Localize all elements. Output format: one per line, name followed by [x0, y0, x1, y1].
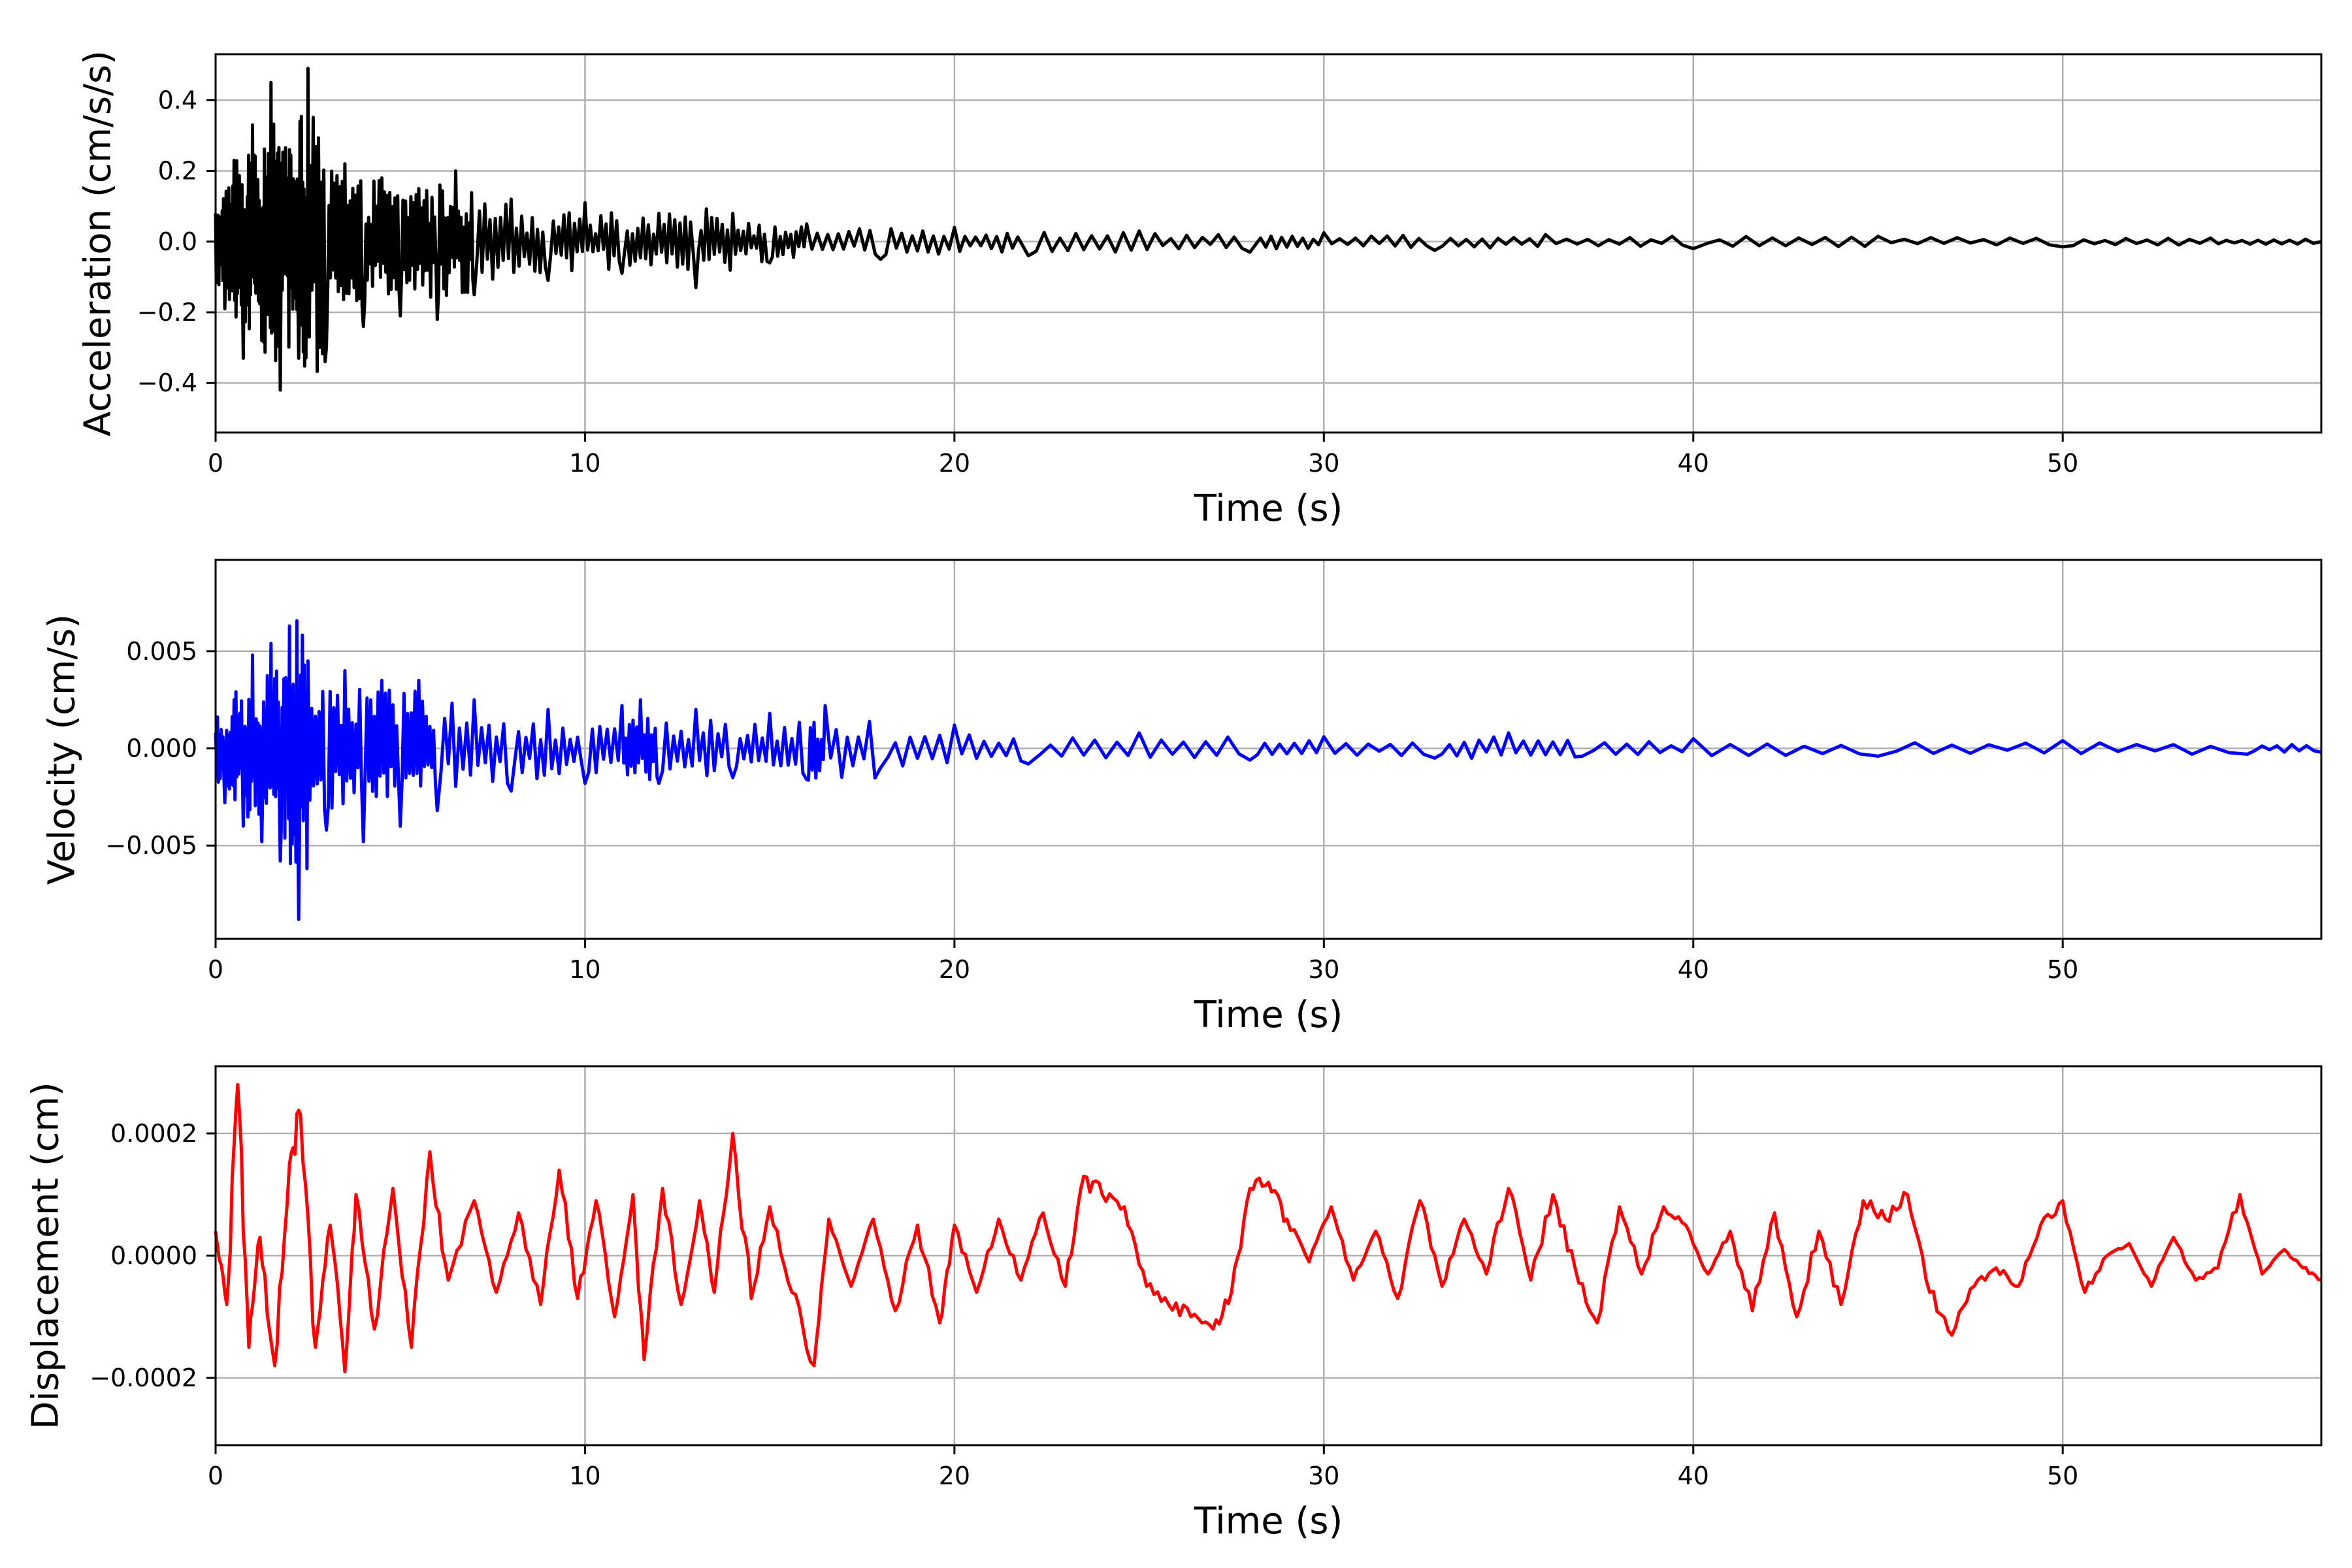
displacement-x-tick-label: 0 [208, 1462, 223, 1490]
velocity-x-tick-label: 50 [2047, 955, 2078, 984]
velocity-x-tick-label: 10 [569, 955, 600, 984]
displacement-series-line [214, 1083, 2322, 1374]
displacement-x-axis-label: Time (s) [1194, 1500, 1343, 1543]
acceleration-y-tick-label: 0.0 [158, 227, 197, 256]
velocity-series-line [214, 619, 2322, 921]
velocity-y-axis-label: Velocity (cm/s) [41, 614, 84, 885]
acceleration-y-tick-label: −0.4 [137, 368, 197, 397]
acceleration-x-tick-label: 30 [1308, 449, 1339, 478]
velocity-subplot: 0 10 20 30 40 50 −0.005 0.000 0.005 Time (s) Vel… [41, 559, 2323, 1036]
acceleration-y-tick-label: 0.4 [158, 86, 197, 114]
displacement-x-tick-label: 30 [1308, 1462, 1339, 1490]
velocity-x-axis-label: Time (s) [1194, 994, 1343, 1036]
velocity-x-tick-label: 20 [939, 955, 970, 984]
displacement-x-tick-label: 50 [2047, 1462, 2078, 1490]
displacement-x-tick-label: 40 [1678, 1462, 1709, 1490]
acceleration-plot-frame [214, 53, 2323, 434]
displacement-y-tick-label: 0.0002 [110, 1119, 197, 1148]
acceleration-x-tick-label: 20 [939, 449, 970, 478]
velocity-y-tick-label: −0.005 [105, 831, 197, 860]
acceleration-x-tick-label: 50 [2047, 449, 2078, 478]
acceleration-x-tick-label: 0 [208, 449, 223, 478]
displacement-y-tick-label: −0.0002 [90, 1364, 197, 1392]
acceleration-y-tick-label: 0.2 [158, 157, 197, 186]
acceleration-y-axis-label: Acceleration (cm/s/s) [77, 50, 120, 436]
acceleration-x-tick-label: 10 [569, 449, 600, 478]
velocity-x-tick-label: 30 [1308, 955, 1339, 984]
displacement-y-axis-label: Displacement (cm) [25, 1082, 67, 1429]
displacement-y-tick-label: 0.0000 [110, 1241, 197, 1270]
displacement-x-tick-label: 20 [939, 1462, 970, 1490]
velocity-x-tick-label: 0 [208, 955, 223, 984]
acceleration-y-tick-label: −0.2 [137, 298, 197, 327]
velocity-x-tick-label: 40 [1678, 955, 1709, 984]
velocity-y-tick-label: 0.005 [126, 637, 197, 666]
velocity-y-tick-label: 0.000 [126, 734, 197, 763]
acceleration-subplot: 0 10 20 30 40 50 −0.4 −0.2 0.0 0.2 0.4 Time (s) Ac… [77, 50, 2323, 530]
acceleration-x-axis-label: Time (s) [1194, 487, 1343, 530]
displacement-x-tick-label: 10 [569, 1462, 600, 1490]
acceleration-x-tick-label: 40 [1678, 449, 1709, 478]
acceleration-series-line [214, 67, 2322, 392]
